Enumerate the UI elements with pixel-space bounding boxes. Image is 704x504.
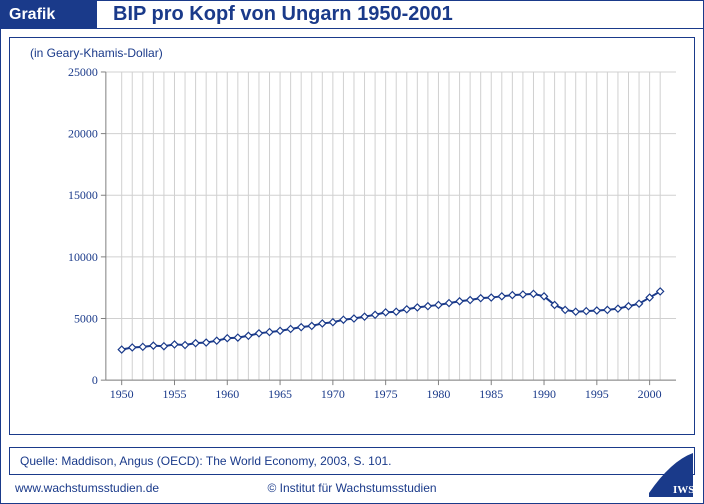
source-url: www.wachstumsstudien.de (15, 481, 159, 495)
chart-frame: Grafik BIP pro Kopf von Ungarn 1950-2001… (0, 0, 704, 504)
svg-text:0: 0 (92, 373, 98, 387)
svg-text:1985: 1985 (479, 387, 503, 401)
plot-region: 0 5000 10000 15000 20000 25000 1950 1955 1960 196… (60, 68, 682, 404)
svg-text:1970: 1970 (321, 387, 345, 401)
chart-subtitle: (in Geary-Khamis-Dollar) (30, 46, 163, 60)
svg-text:5000: 5000 (74, 312, 98, 326)
svg-text:1990: 1990 (532, 387, 556, 401)
svg-text:1975: 1975 (374, 387, 398, 401)
svg-text:1950: 1950 (110, 387, 134, 401)
bottom-bar: www.wachstumsstudien.de © Institut für W… (9, 479, 695, 499)
header-tag: Grafik (1, 1, 97, 28)
header: Grafik BIP pro Kopf von Ungarn 1950-2001 (1, 1, 703, 29)
svg-text:2000: 2000 (638, 387, 662, 401)
svg-text:1955: 1955 (163, 387, 187, 401)
svg-text:25000: 25000 (68, 68, 98, 79)
source-text: Quelle: Maddison, Angus (OECD): The Worl… (20, 454, 392, 468)
svg-text:IWS: IWS (673, 484, 693, 496)
svg-text:10000: 10000 (68, 250, 98, 264)
svg-text:1995: 1995 (585, 387, 609, 401)
source-footer: Quelle: Maddison, Angus (OECD): The Worl… (9, 447, 695, 475)
svg-text:1980: 1980 (426, 387, 450, 401)
copyright-text: © Institut für Wachstumsstudien (267, 481, 436, 495)
chart-title: BIP pro Kopf von Ungarn 1950-2001 (97, 1, 703, 28)
iws-logo: IWS (649, 453, 693, 497)
chart-area: (in Geary-Khamis-Dollar) 0 5000 10000 15000… (9, 37, 695, 435)
svg-text:1960: 1960 (215, 387, 239, 401)
svg-text:15000: 15000 (68, 188, 98, 202)
svg-text:1965: 1965 (268, 387, 292, 401)
svg-text:20000: 20000 (68, 127, 98, 141)
